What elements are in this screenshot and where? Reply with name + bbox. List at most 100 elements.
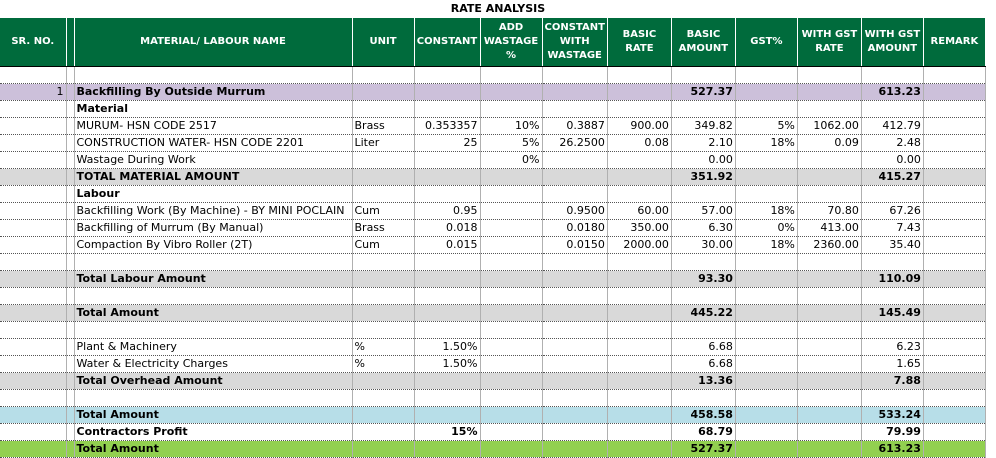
cell-constant-with-wastage[interactable]: 0.3887 <box>542 117 608 135</box>
cell-material-name[interactable]: Backfilling Work (By Machine) - BY MINI … <box>74 202 353 220</box>
cell-constant-with-wastage[interactable] <box>542 168 608 186</box>
cell-basic-rate[interactable] <box>607 338 672 356</box>
cell-material-name[interactable]: Total Amount <box>74 406 353 424</box>
cell-gst-rate[interactable]: 413.00 <box>797 219 862 237</box>
cell-sr-no[interactable] <box>0 406 67 424</box>
cell-spacer[interactable] <box>66 423 75 441</box>
cell-basic-rate[interactable] <box>607 100 672 118</box>
cell-basic-amount[interactable]: 0.00 <box>671 151 736 169</box>
cell-constant[interactable] <box>414 83 481 101</box>
cell-material-name[interactable]: Compaction By Vibro Roller (2T) <box>74 236 353 254</box>
cell-unit[interactable] <box>352 270 415 288</box>
cell-remark[interactable] <box>923 236 986 254</box>
cell-add-wastage[interactable] <box>480 406 543 424</box>
cell-gst-amount[interactable]: 79.99 <box>861 423 924 441</box>
cell-unit[interactable] <box>352 304 415 322</box>
cell-material-name[interactable]: Backfilling By Outside Murrum <box>74 83 353 101</box>
cell-sr-no[interactable] <box>0 355 67 373</box>
cell-material-name[interactable]: CONSTRUCTION WATER- HSN CODE 2201 <box>74 134 353 152</box>
cell-add-wastage[interactable] <box>480 219 543 237</box>
cell-unit[interactable]: % <box>352 338 415 356</box>
cell-remark[interactable] <box>923 83 986 101</box>
cell-gst-rate[interactable] <box>797 287 862 305</box>
cell-gst-rate[interactable] <box>797 66 862 84</box>
cell-gst[interactable] <box>735 168 798 186</box>
cell-constant[interactable] <box>414 406 481 424</box>
cell-gst[interactable] <box>735 185 798 203</box>
cell-sr-no[interactable] <box>0 389 67 407</box>
cell-gst[interactable] <box>735 304 798 322</box>
cell-basic-rate[interactable]: 900.00 <box>607 117 672 135</box>
cell-constant-with-wastage[interactable]: 26.2500 <box>542 134 608 152</box>
cell-constant-with-wastage[interactable] <box>542 338 608 356</box>
cell-constant[interactable] <box>414 66 481 84</box>
header-gst-rate[interactable]: WITH GST RATE <box>797 18 862 67</box>
cell-gst-amount[interactable]: 145.49 <box>861 304 924 322</box>
header-remark[interactable]: REMARK <box>923 18 986 67</box>
cell-unit[interactable]: Cum <box>352 202 415 220</box>
cell-gst-amount[interactable]: 2.48 <box>861 134 924 152</box>
cell-gst-amount[interactable]: 35.40 <box>861 236 924 254</box>
cell-spacer[interactable] <box>66 406 75 424</box>
cell-gst[interactable]: 18% <box>735 134 798 152</box>
cell-basic-rate[interactable] <box>607 423 672 441</box>
cell-spacer[interactable] <box>66 270 75 288</box>
cell-remark[interactable] <box>923 406 986 424</box>
cell-gst-amount[interactable]: 533.24 <box>861 406 924 424</box>
cell-constant[interactable] <box>414 389 481 407</box>
cell-gst-rate[interactable] <box>797 270 862 288</box>
cell-basic-amount[interactable]: 93.30 <box>671 270 736 288</box>
cell-remark[interactable] <box>923 253 986 271</box>
cell-spacer[interactable] <box>66 304 75 322</box>
cell-spacer[interactable] <box>66 355 75 373</box>
cell-gst-rate[interactable] <box>797 83 862 101</box>
cell-gst[interactable] <box>735 321 798 339</box>
cell-constant[interactable]: 0.95 <box>414 202 481 220</box>
header-constant-with-wastage[interactable]: CONSTANT WITH WASTAGE <box>542 18 608 67</box>
cell-gst-amount[interactable]: 415.27 <box>861 168 924 186</box>
cell-gst-rate[interactable] <box>797 389 862 407</box>
cell-gst-amount[interactable]: 412.79 <box>861 117 924 135</box>
cell-constant[interactable]: 0.353357 <box>414 117 481 135</box>
cell-constant[interactable] <box>414 304 481 322</box>
cell-gst-amount[interactable] <box>861 66 924 84</box>
cell-basic-rate[interactable] <box>607 66 672 84</box>
cell-basic-amount[interactable]: 57.00 <box>671 202 736 220</box>
cell-remark[interactable] <box>923 202 986 220</box>
cell-unit[interactable] <box>352 185 415 203</box>
cell-gst-amount[interactable]: 67.26 <box>861 202 924 220</box>
cell-gst-amount[interactable] <box>861 185 924 203</box>
cell-material-name[interactable]: MURUM- HSN CODE 2517 <box>74 117 353 135</box>
cell-material-name[interactable]: Water & Electricity Charges <box>74 355 353 373</box>
header-material-name[interactable]: MATERIAL/ LABOUR NAME <box>74 18 353 67</box>
cell-unit[interactable]: % <box>352 355 415 373</box>
cell-gst-amount[interactable]: 0.00 <box>861 151 924 169</box>
cell-unit[interactable] <box>352 389 415 407</box>
cell-basic-amount[interactable] <box>671 287 736 305</box>
cell-spacer[interactable] <box>66 100 75 118</box>
cell-material-name[interactable]: Total Labour Amount <box>74 270 353 288</box>
cell-gst[interactable] <box>735 270 798 288</box>
cell-constant[interactable]: 25 <box>414 134 481 152</box>
cell-spacer[interactable] <box>66 134 75 152</box>
cell-add-wastage[interactable] <box>480 338 543 356</box>
cell-constant[interactable]: 1.50% <box>414 338 481 356</box>
cell-gst-rate[interactable] <box>797 100 862 118</box>
cell-spacer[interactable] <box>66 236 75 254</box>
cell-constant[interactable] <box>414 151 481 169</box>
cell-add-wastage[interactable] <box>480 202 543 220</box>
cell-material-name[interactable]: Total Overhead Amount <box>74 372 353 390</box>
cell-gst-amount[interactable]: 613.23 <box>861 83 924 101</box>
cell-unit[interactable] <box>352 100 415 118</box>
cell-spacer[interactable] <box>66 83 75 101</box>
cell-constant-with-wastage[interactable] <box>542 253 608 271</box>
cell-sr-no[interactable] <box>0 423 67 441</box>
cell-spacer[interactable] <box>66 185 75 203</box>
cell-unit[interactable] <box>352 168 415 186</box>
cell-add-wastage[interactable] <box>480 440 543 458</box>
header-gst[interactable]: GST% <box>735 18 798 67</box>
cell-sr-no[interactable] <box>0 338 67 356</box>
cell-basic-amount[interactable]: 13.36 <box>671 372 736 390</box>
cell-material-name[interactable]: Material <box>74 100 353 118</box>
cell-sr-no[interactable] <box>0 151 67 169</box>
